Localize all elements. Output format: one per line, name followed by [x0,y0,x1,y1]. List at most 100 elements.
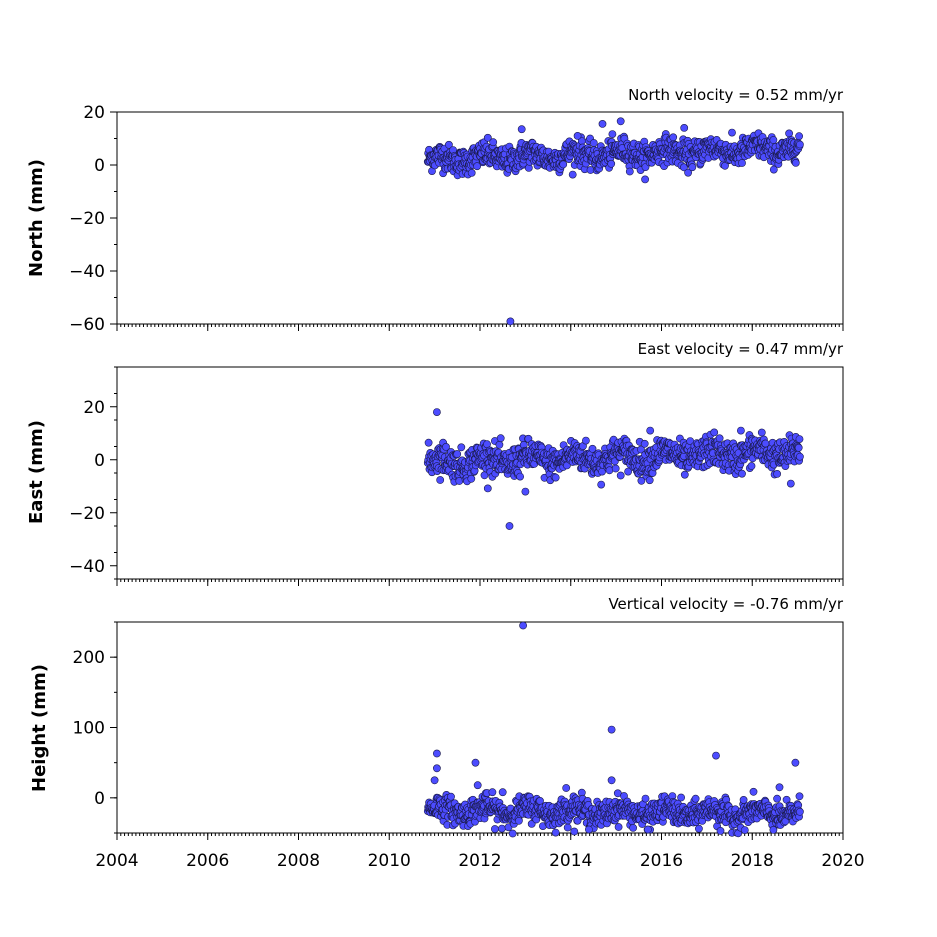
data-point [582,436,590,445]
data-point [536,797,544,805]
data-point [749,787,758,796]
north-panel-title: North velocity = 0.52 mm/yr [628,86,844,104]
data-point [684,168,692,177]
x-tick-label: 2010 [368,851,411,871]
data-point [473,162,481,171]
data-point [570,827,579,836]
data-point [641,794,650,803]
data-point [489,138,498,147]
x-tick-label: 2008 [277,851,320,871]
north-y-tick-label: −40 [69,262,105,282]
outlier-point [562,784,571,792]
height-plot-area: 2004 2006 2008 2010 2012 2014 2016 2018 2020 200 1… [73,621,865,871]
x-tick-label: 2004 [95,851,138,871]
panel-height: Vertical velocity = -0.76 mm/yr Height (… [29,595,865,871]
outlier-point [473,781,482,790]
data-point [496,434,505,443]
east-panel-title: East velocity = 0.47 mm/yr [638,340,844,358]
data-point [597,480,606,489]
x-tick-label: 2018 [731,851,774,871]
data-point [568,170,577,179]
data-point [795,132,803,141]
data-point [625,167,634,176]
outlier-point [471,758,480,767]
data-point [490,825,499,833]
data-point [794,443,803,452]
data-point [483,133,492,142]
data-point [467,474,476,483]
data-point [680,163,688,172]
height-y-axis-label: Height (mm) [29,664,50,792]
height-y-tick-label: 0 [94,789,105,809]
data-point [796,807,804,816]
outlier-point [585,825,593,834]
outlier-point [680,124,689,132]
east-y-axis-label: East (mm) [26,420,47,524]
data-point [629,824,637,832]
data-point [637,476,646,485]
outlier-point [430,776,439,785]
outlier-point [506,317,515,326]
data-point [785,129,793,138]
data-point [738,469,746,478]
east-y-tick-label: 0 [94,451,105,471]
data-point [721,161,729,170]
data-point [488,788,497,797]
data-point [614,823,623,831]
data-point [773,469,781,478]
outlier-point [521,487,530,496]
east-plot-area: 20 0 −20 −40 [69,366,844,586]
data-point [710,428,719,437]
data-point [796,140,804,149]
data-point [637,445,645,454]
panel-east: East velocity = 0.47 mm/yr East (mm) 20 0… [26,340,844,586]
outlier-point [432,764,441,773]
east-y-tick-label: −40 [69,557,105,577]
data-point [795,792,804,801]
data-point [442,442,450,451]
data-point [608,130,617,138]
data-point [645,476,654,485]
data-point [497,824,506,833]
data-point [739,796,748,804]
north-y-tick-label: −60 [69,315,105,335]
data-point [559,160,568,169]
x-tick-label: 2020 [821,851,864,871]
outlier-point [573,131,582,140]
north-y-tick-label: 0 [94,156,105,176]
data-point [424,438,433,447]
outlier-point [737,426,745,435]
outlier-point [517,125,526,134]
data-point [740,826,749,834]
data-point [680,470,689,479]
data-point [444,140,453,149]
north-y-tick-label: 20 [83,103,105,123]
data-point [563,823,572,832]
outlier-point [432,749,441,758]
data-point [795,435,804,443]
east-data-points [423,408,804,530]
data-point [715,434,724,443]
data-point [551,828,560,837]
north-y-axis-label: North (mm) [26,159,47,277]
height-y-tick-label: 200 [73,648,105,668]
data-point [695,824,703,833]
outlier-point [498,788,507,797]
data-point [495,440,504,449]
data-point [641,175,649,184]
data-point [588,444,597,453]
north-y-tick-label: −20 [69,209,105,229]
data-point [640,439,649,448]
data-point [738,159,746,167]
data-point [589,139,598,147]
outlier-point [646,426,655,435]
panel-north: North velocity = 0.52 mm/yr North (mm) 2… [26,86,844,335]
data-point [611,464,620,473]
data-point [769,136,778,144]
data-point [791,158,800,167]
outlier-point [775,783,784,792]
data-point [467,168,476,177]
data-point [453,450,462,458]
east-y-tick-label: −20 [69,504,105,524]
